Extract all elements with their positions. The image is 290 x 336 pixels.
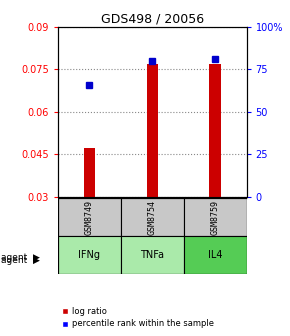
Bar [121,236,184,274]
Text: IL4: IL4 [208,250,222,260]
Text: GSM8749: GSM8749 [85,200,94,235]
Bar [58,236,121,274]
Bar [184,198,246,236]
Bar [209,64,221,197]
Bar [84,149,95,197]
Text: GSM8759: GSM8759 [211,200,220,235]
Bar [147,64,158,197]
Text: agent  ▶: agent ▶ [1,256,40,265]
Legend: log ratio, percentile rank within the sample: log ratio, percentile rank within the sa… [62,307,214,329]
Text: TNFa: TNFa [140,250,164,260]
Text: IFNg: IFNg [78,250,100,260]
Bar [184,236,246,274]
Text: GSM8754: GSM8754 [148,200,157,235]
Title: GDS498 / 20056: GDS498 / 20056 [101,13,204,26]
Bar [58,198,121,236]
Text: agent  ▶: agent ▶ [1,253,40,261]
Bar [121,198,184,236]
